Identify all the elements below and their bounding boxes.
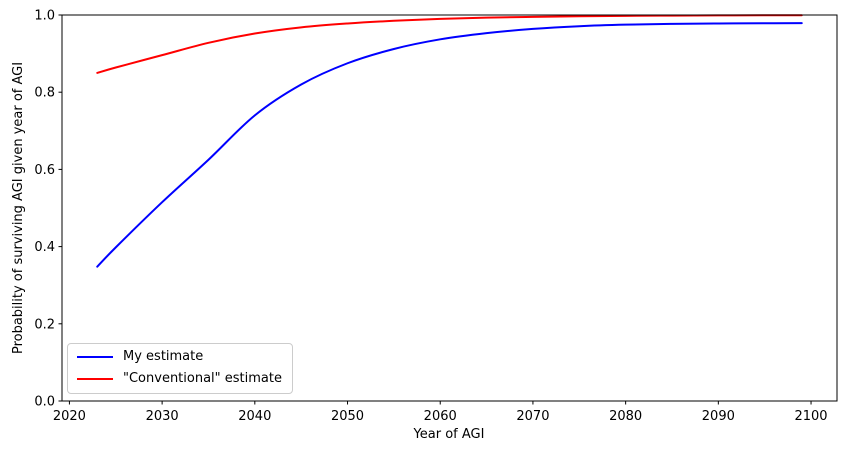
legend-item-my-estimate: My estimate	[77, 349, 282, 365]
x-tick-label: 2020	[53, 409, 86, 424]
legend-line-sample-red	[77, 378, 113, 380]
x-tick-label: 2060	[424, 409, 457, 424]
x-tick-label: 2050	[331, 409, 364, 424]
series-line-my-estimate	[96, 22, 803, 268]
x-axis-ticks: 2020 2030 2040 2050 2060 2070 2080 2090 2100	[53, 401, 828, 424]
x-tick-label: 2030	[146, 409, 179, 424]
x-tick-label: 2070	[516, 409, 549, 424]
y-tick-label: 0.8	[34, 86, 55, 101]
plot-area	[61, 14, 838, 402]
legend-line-sample-blue	[77, 356, 113, 358]
x-tick-label: 2100	[794, 409, 827, 424]
legend-label-conventional-estimate: "Conventional" estimate	[123, 371, 282, 386]
series-line-conventional-estimate	[96, 14, 803, 74]
y-tick-label: 1.0	[34, 9, 55, 24]
x-axis-title: Year of AGI	[413, 427, 485, 442]
legend-item-conventional-estimate: "Conventional" estimate	[77, 371, 282, 387]
y-tick-label: 0.0	[34, 395, 55, 410]
legend-label-my-estimate: My estimate	[123, 349, 204, 364]
y-tick-label: 0.6	[34, 163, 55, 178]
legend: My estimate "Conventional" estimate	[67, 343, 293, 394]
y-tick-label: 0.4	[34, 240, 55, 255]
x-tick-label: 2080	[609, 409, 642, 424]
x-tick-label: 2040	[238, 409, 271, 424]
x-tick-label: 2090	[702, 409, 735, 424]
y-axis-ticks: 0.0 0.2 0.4 0.6 0.8 1.0	[34, 9, 62, 410]
y-axis-title: Probability of surviving AGI given year …	[11, 62, 26, 354]
series-curves	[96, 14, 803, 268]
y-tick-label: 0.2	[34, 317, 55, 332]
